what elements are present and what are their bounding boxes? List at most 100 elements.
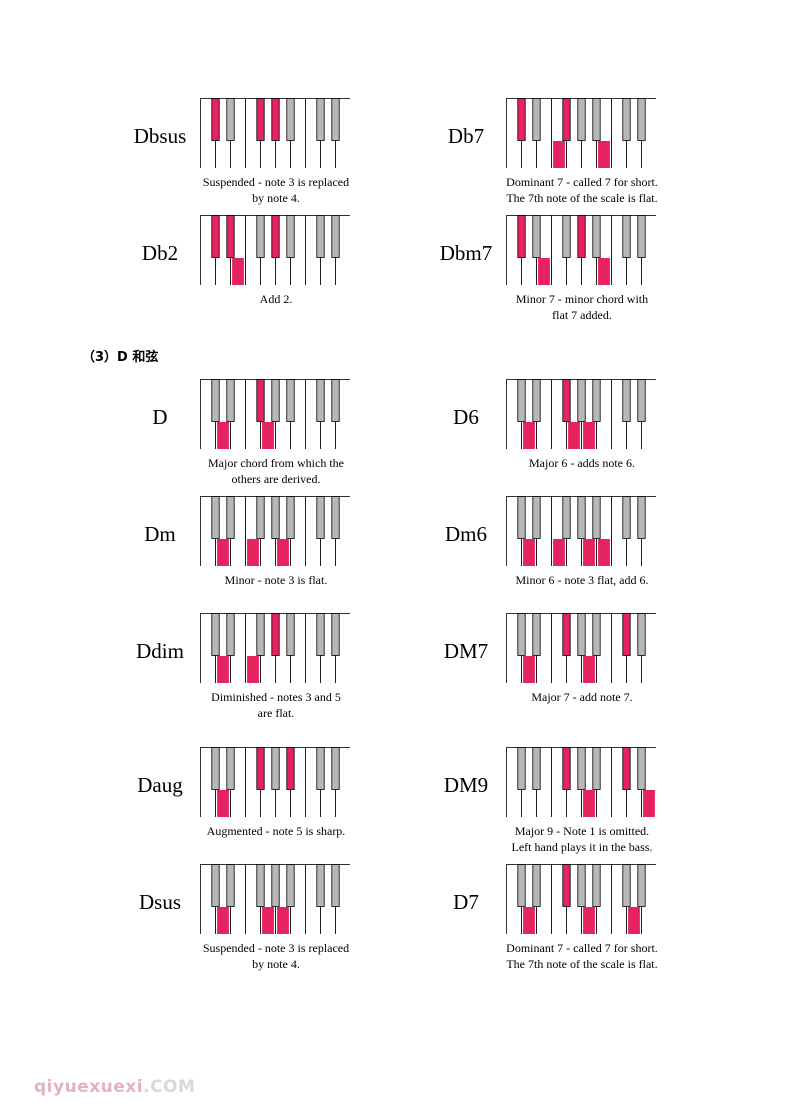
black-key (211, 496, 220, 539)
black-key (331, 379, 340, 422)
chord-diagram-d6: D6 Major 6 - adds note 6. (424, 379, 744, 491)
chord-caption: Minor 7 - minor chord with flat 7 added. (476, 291, 688, 323)
chord-name: Dbm7 (439, 241, 493, 265)
pressed-black-key (271, 613, 280, 656)
black-key (577, 496, 586, 539)
chord-name: Db2 (141, 241, 179, 265)
chord-name: Db7 (447, 124, 485, 148)
black-key (286, 496, 295, 539)
chord-caption: Diminished - notes 3 and 5 are flat. (170, 689, 382, 721)
pressed-black-key (562, 379, 571, 422)
pressed-white-key-marker (523, 907, 535, 934)
chord-name: Dm6 (445, 522, 487, 546)
caption-line: Major 9 - Note 1 is omitted. (514, 824, 650, 838)
caption-line: flat 7 added. (552, 308, 612, 322)
piano-keyboard (506, 379, 656, 449)
black-key (637, 379, 646, 422)
chord-diagram-dm: Dm Minor - note 3 is flat. (118, 496, 438, 608)
black-key (331, 864, 340, 907)
black-key (637, 613, 646, 656)
chord-caption: Add 2. (170, 291, 382, 307)
piano-keyboard (506, 215, 656, 285)
black-key (331, 98, 340, 141)
pressed-black-key (271, 98, 280, 141)
black-key (637, 98, 646, 141)
black-key (577, 864, 586, 907)
pressed-white-key-marker (628, 907, 640, 934)
caption-line: Diminished - notes 3 and 5 (211, 690, 341, 704)
black-key (256, 215, 265, 258)
black-key (532, 98, 541, 141)
black-key (532, 747, 541, 790)
pressed-white-key-marker (217, 907, 229, 934)
black-key (622, 496, 631, 539)
caption-line: The 7th note of the scale is flat. (506, 191, 658, 205)
caption-line: Major 7 - add note 7. (531, 690, 633, 704)
black-key (226, 98, 235, 141)
chord-caption: Augmented - note 5 is sharp. (170, 823, 382, 839)
pressed-black-key (226, 215, 235, 258)
caption-line: Major 6 - adds note 6. (529, 456, 635, 470)
caption-line: by note 4. (252, 191, 300, 205)
chord-diagram-dm9: DM9 Major 9 - Note 1 is omitted. Left hand… (424, 747, 744, 859)
pressed-black-key (286, 747, 295, 790)
pressed-white-key-marker (553, 539, 565, 566)
pressed-white-key-marker (598, 539, 610, 566)
chord-diagram-db7: Db7 Dominant 7 - called 7 for short. The 7… (424, 98, 744, 210)
chord-name: Daug (137, 773, 183, 797)
pressed-black-key (211, 98, 220, 141)
chord-name: DM9 (443, 773, 489, 797)
pressed-black-key (562, 864, 571, 907)
section-heading: （3）D 和弦 (82, 350, 159, 365)
black-key (517, 864, 526, 907)
piano-keyboard (506, 613, 656, 683)
caption-line: Suspended - note 3 is replaced (202, 175, 350, 189)
chord-name: D7 (453, 890, 479, 914)
chord-caption: Dominant 7 - called 7 for short. The 7th … (476, 174, 688, 206)
pressed-white-key-marker (262, 907, 274, 934)
pressed-black-key (256, 98, 265, 141)
black-key (592, 215, 601, 258)
chord-name: Dm (144, 522, 176, 546)
piano-keyboard (200, 98, 350, 168)
piano-keyboard (506, 864, 656, 934)
pressed-black-key (271, 215, 280, 258)
black-key (226, 613, 235, 656)
chord-diagram-dm6: Dm6 Minor 6 - note 3 flat, add 6. (424, 496, 744, 608)
black-key (286, 98, 295, 141)
piano-keyboard (200, 215, 350, 285)
black-key (256, 613, 265, 656)
caption-line: Dominant 7 - called 7 for short. (506, 941, 658, 955)
watermark-text-a: qiyuexuexi (34, 1077, 144, 1097)
black-key (622, 215, 631, 258)
pressed-white-key-marker (568, 422, 580, 449)
chord-name: D6 (453, 405, 479, 429)
pressed-white-key-marker (583, 422, 595, 449)
chord-caption: Suspended - note 3 is replaced by note 4. (170, 940, 382, 972)
chord-name: DM7 (443, 639, 489, 663)
chord-name: Dbsus (133, 124, 187, 148)
black-key (256, 496, 265, 539)
caption-line: Add 2. (259, 292, 293, 306)
black-key (622, 98, 631, 141)
black-key (592, 98, 601, 141)
piano-keyboard (200, 496, 350, 566)
piano-keyboard (200, 379, 350, 449)
black-key (622, 864, 631, 907)
black-key (226, 864, 235, 907)
pressed-black-key (622, 747, 631, 790)
pressed-black-key (256, 379, 265, 422)
piano-keyboard (506, 747, 656, 817)
black-key (532, 613, 541, 656)
pressed-white-key-marker (217, 790, 229, 817)
pressed-white-key-marker (232, 258, 244, 285)
black-key (331, 613, 340, 656)
black-key (517, 496, 526, 539)
black-key (637, 496, 646, 539)
chord-caption: Major 6 - adds note 6. (476, 455, 688, 471)
chord-name: D (152, 405, 168, 429)
black-key (517, 747, 526, 790)
black-key (331, 215, 340, 258)
black-key (577, 98, 586, 141)
chord-diagram-dsus: Dsus Suspended - note 3 is replaced by not… (118, 864, 438, 976)
